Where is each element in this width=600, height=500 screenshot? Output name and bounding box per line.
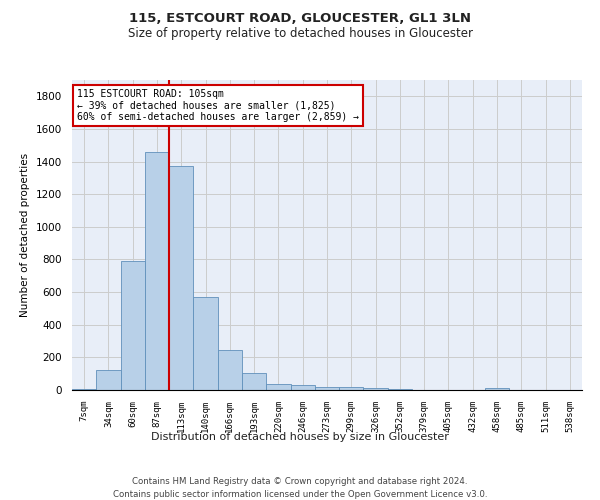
Text: 115, ESTCOURT ROAD, GLOUCESTER, GL1 3LN: 115, ESTCOURT ROAD, GLOUCESTER, GL1 3LN (129, 12, 471, 26)
Bar (388, 388, 412, 390)
Bar (145, 152, 169, 390)
Bar (121, 261, 145, 390)
Text: Size of property relative to detached houses in Gloucester: Size of property relative to detached ho… (128, 28, 473, 40)
Text: Contains public sector information licensed under the Open Government Licence v3: Contains public sector information licen… (113, 490, 487, 499)
Bar (96, 370, 121, 390)
Text: 115 ESTCOURT ROAD: 105sqm
← 39% of detached houses are smaller (1,825)
60% of se: 115 ESTCOURT ROAD: 105sqm ← 39% of detac… (77, 90, 359, 122)
Bar (193, 297, 218, 390)
Bar (266, 384, 290, 390)
Bar (169, 166, 193, 390)
Bar (72, 389, 96, 390)
Bar (485, 388, 509, 390)
Bar (218, 350, 242, 390)
Bar (290, 385, 315, 390)
Text: Distribution of detached houses by size in Gloucester: Distribution of detached houses by size … (151, 432, 449, 442)
Bar (364, 388, 388, 390)
Bar (339, 387, 364, 390)
Y-axis label: Number of detached properties: Number of detached properties (20, 153, 31, 317)
Text: Contains HM Land Registry data © Crown copyright and database right 2024.: Contains HM Land Registry data © Crown c… (132, 478, 468, 486)
Bar (242, 373, 266, 390)
Bar (315, 386, 339, 390)
